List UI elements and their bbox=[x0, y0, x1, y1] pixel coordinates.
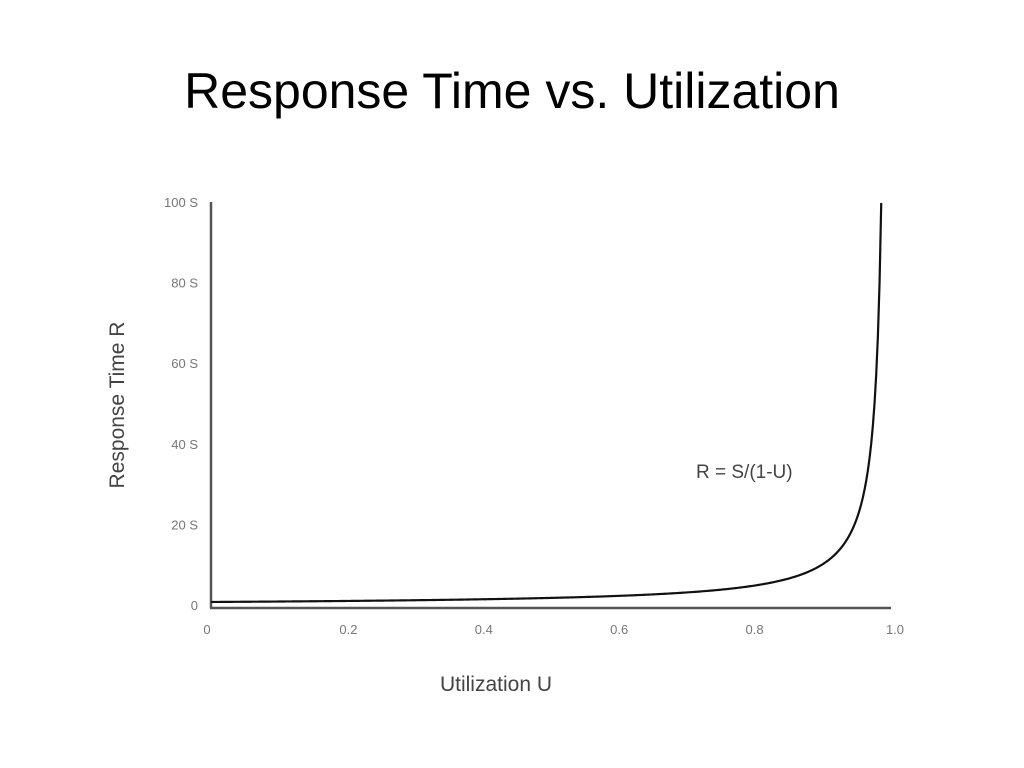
x-tick-labels: 0 0.2 0.4 0.6 0.8 1.0 bbox=[203, 622, 904, 637]
y-tick-label: 80 S bbox=[171, 276, 198, 291]
x-axis-label: Utilization U bbox=[440, 673, 552, 696]
y-tick-label: 100 S bbox=[164, 195, 198, 210]
x-tick-label: 0 bbox=[203, 622, 210, 637]
x-tick-label: 0.6 bbox=[610, 622, 628, 637]
y-tick-label: 40 S bbox=[171, 437, 198, 452]
chart-axes bbox=[209, 202, 891, 610]
x-tick-label: 0.2 bbox=[339, 622, 357, 637]
x-tick-label: 0.8 bbox=[746, 622, 764, 637]
y-axis-label: Response Time R bbox=[106, 322, 129, 489]
response-curve bbox=[210, 202, 883, 604]
slide-title: Response Time vs. Utilization bbox=[184, 63, 840, 119]
y-tick-label: 20 S bbox=[171, 517, 198, 532]
formula-annotation: R = S/(1-U) bbox=[696, 462, 793, 483]
y-tick-label: 60 S bbox=[171, 356, 198, 371]
x-tick-label: 1.0 bbox=[886, 622, 904, 637]
x-tick-label: 0.4 bbox=[475, 622, 493, 637]
y-tick-labels: 0 20 S 40 S 60 S 80 S 100 S bbox=[164, 195, 198, 613]
y-tick-label: 0 bbox=[191, 598, 198, 613]
